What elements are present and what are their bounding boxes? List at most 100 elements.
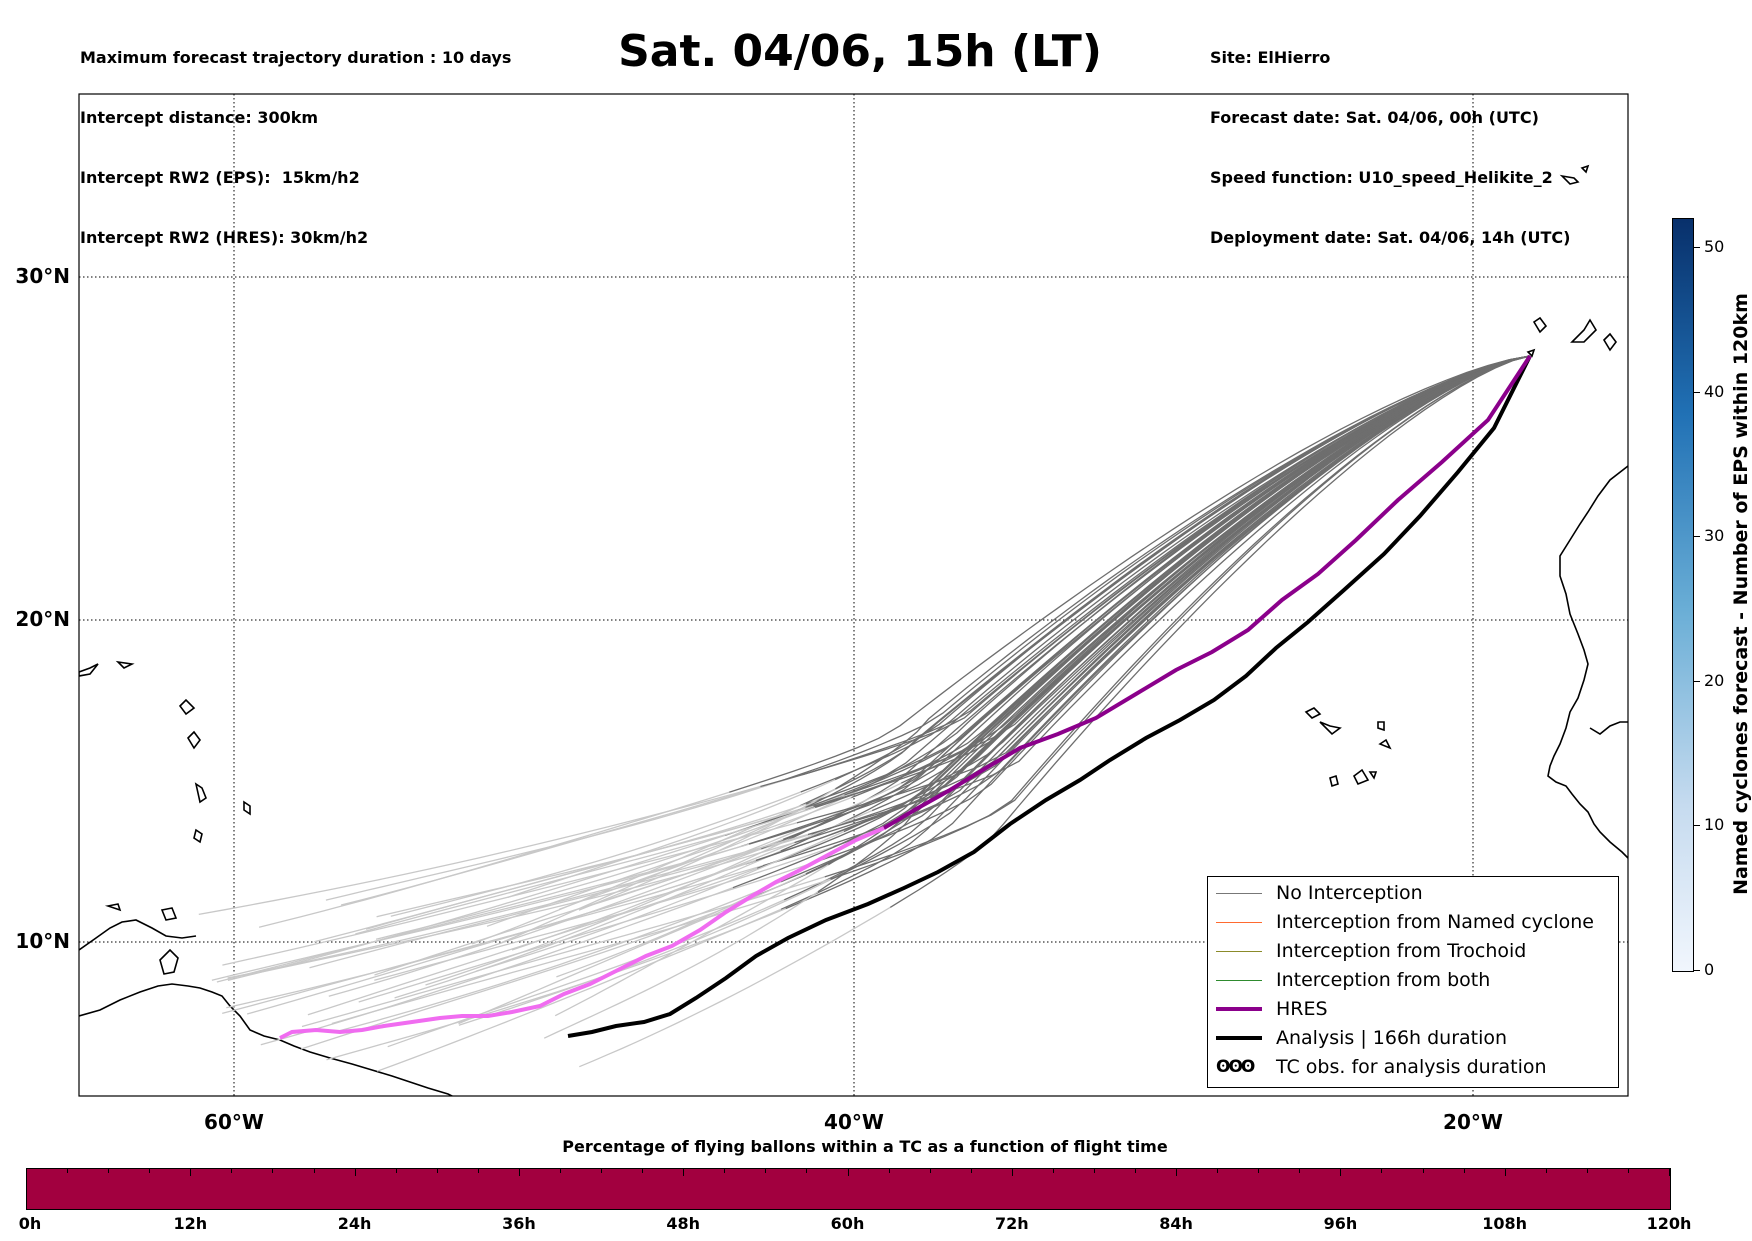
timebar-tick <box>970 1168 972 1173</box>
ensemble-track-late <box>871 355 1531 812</box>
ensemble-track-late <box>755 355 1531 862</box>
page-title: Sat. 04/06, 15h (LT) <box>618 26 1102 77</box>
analysis-trajectory <box>567 355 1532 1038</box>
ensemble-track-late <box>830 355 1531 880</box>
ensemble-track-early <box>543 891 819 1039</box>
ensemble-track-early <box>579 906 891 1068</box>
island-hispaniola <box>79 663 99 677</box>
timebar-tick <box>231 1168 233 1173</box>
legend-label: Interception from Trochoid <box>1276 940 1527 962</box>
lat-label-20: 20°N <box>15 607 70 631</box>
lat-label-10: 10°N <box>15 929 70 953</box>
hres-trajectory <box>279 354 1532 1040</box>
timebar-label: 96h <box>1323 1214 1358 1233</box>
timebar-label: 72h <box>994 1214 1029 1233</box>
island-el-hierro <box>1526 348 1536 358</box>
ensemble-track-early <box>358 858 823 1003</box>
legend-label: TC obs. for analysis duration <box>1276 1056 1547 1078</box>
colorbar-tick-label: 20 <box>1704 670 1725 690</box>
header-left-info: Maximum forecast trajectory duration : 1… <box>80 8 511 268</box>
island-cape-verde-5 <box>1329 774 1339 788</box>
map-gridlines <box>79 94 1628 1096</box>
ensemble-track-early <box>376 908 782 1072</box>
island-lesser-antilles-2 <box>186 730 201 750</box>
ensemble-track-early <box>501 806 806 943</box>
island-trinidad <box>160 907 178 921</box>
timebar-tick <box>1669 1168 1670 1176</box>
colorbar-tick-label: 40 <box>1704 381 1725 401</box>
timebar-label: 84h <box>1159 1214 1193 1233</box>
coastline-lake <box>159 948 179 975</box>
ensemble-track-late <box>729 355 1531 793</box>
colorbar-tick-label: 30 <box>1704 526 1725 546</box>
timebar-tick <box>108 1168 110 1173</box>
legend-label: HRES <box>1276 998 1328 1020</box>
island-lesser-antilles-4 <box>193 828 203 844</box>
ensemble-track-early <box>258 791 730 928</box>
island-lesser-antilles-1 <box>178 698 196 716</box>
island-cape-verde-7 <box>1368 771 1378 780</box>
timebar-tick <box>1422 1168 1424 1173</box>
coastline-africa-inlet <box>1589 721 1628 735</box>
ensemble-track-early <box>394 850 781 999</box>
timebar-tick <box>765 1168 767 1173</box>
ensemble-track-late <box>780 355 1531 883</box>
timebar-label: 48h <box>666 1214 701 1233</box>
legend-item-hres: HRES <box>1216 997 1328 1021</box>
timebar-tick <box>1545 1168 1547 1173</box>
timebar-tick <box>1011 1168 1013 1176</box>
island-tenerife <box>1532 316 1548 334</box>
ensemble-track-late <box>796 355 1531 824</box>
timebar-label: 36h <box>502 1214 536 1233</box>
legend-label: Interception from both <box>1276 969 1491 991</box>
ensemble-track-late <box>782 355 1531 840</box>
timebar-tick <box>395 1168 397 1173</box>
lon-label-60w: 60°W <box>204 1110 264 1134</box>
island-gran-canaria <box>1602 332 1617 352</box>
tc-symbol-icon: ʘʘʘ <box>1216 1057 1255 1077</box>
ensemble-track-early <box>216 843 750 983</box>
speed-function-text: Speed function: U10_speed_Helikite_2 <box>1210 168 1553 187</box>
legend-line-hres <box>1216 1007 1262 1011</box>
legend-item-both: Interception from both <box>1216 968 1490 992</box>
ensemble-track-early <box>337 881 782 1032</box>
map-frame <box>78 93 1629 1097</box>
timebar-label: 60h <box>830 1214 865 1233</box>
ensemble-track-early <box>507 779 836 899</box>
colorbar-tick-label: 10 <box>1704 815 1725 835</box>
ensemble-track-early <box>374 845 834 981</box>
ensemble-track-early <box>458 878 832 1026</box>
ensemble-track-late <box>805 355 1531 875</box>
lat-label-30: 30°N <box>15 264 70 288</box>
ensemble-track-late <box>800 355 1531 793</box>
island-lesser-antilles-3 <box>194 782 207 804</box>
site-text: Site: ElHierro <box>1210 48 1331 67</box>
timebar-tick <box>67 1168 69 1173</box>
ensemble-track-late <box>778 355 1531 783</box>
timebar-tick <box>1093 1168 1095 1173</box>
timebar-tick <box>26 1168 27 1176</box>
coastline-africa <box>1547 465 1628 859</box>
timebar-title: Percentage of flying ballons within a TC… <box>562 1137 1168 1156</box>
ensemble-track-early <box>326 907 786 1061</box>
deployment-date-text: Deployment date: Sat. 04/06, 14h (UTC) <box>1210 228 1571 247</box>
island-cape-verde-2 <box>1319 721 1342 736</box>
timebar-label: 0h <box>18 1214 42 1233</box>
hres-track-early <box>279 826 885 1040</box>
timebar-tick <box>847 1168 849 1176</box>
timebar-tick <box>1586 1168 1588 1173</box>
timebar-tick <box>888 1168 890 1173</box>
timebar-tick <box>1340 1168 1342 1176</box>
timebar-tick <box>601 1168 603 1173</box>
timebar-tick <box>149 1168 151 1173</box>
ensemble-track-late <box>807 355 1531 836</box>
colorbar-tick <box>1693 825 1700 827</box>
colorbar-tick <box>1693 391 1700 393</box>
island-fuerteventura <box>1570 318 1598 343</box>
timebar-tick <box>1176 1168 1178 1176</box>
ensemble-track-early <box>211 845 742 981</box>
ensemble-track-late <box>732 355 1531 889</box>
timebar-tick <box>1052 1168 1054 1173</box>
ensemble-track-early <box>227 834 726 982</box>
legend: No Interception Interception from Named … <box>1207 876 1619 1088</box>
